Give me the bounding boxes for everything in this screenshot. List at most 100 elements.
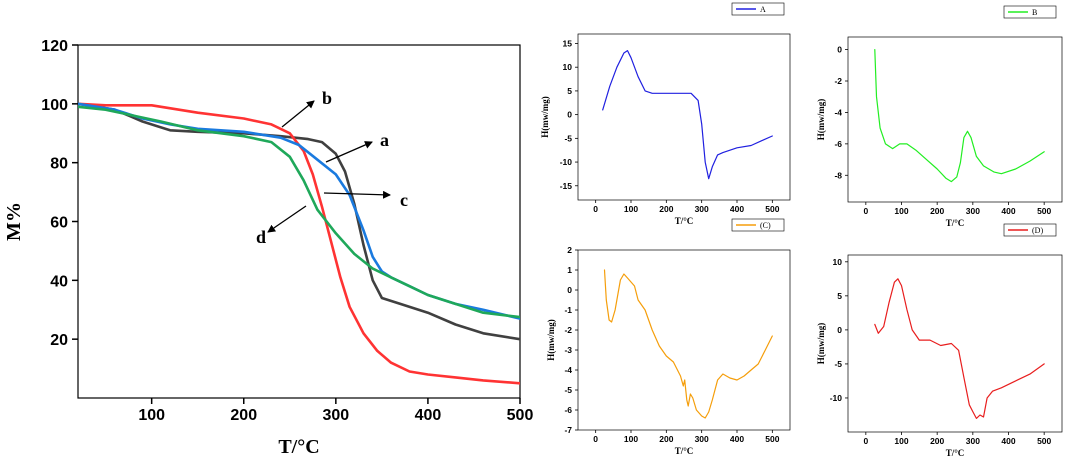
annotation-label: d	[256, 227, 266, 247]
x-tick-label: 500	[507, 407, 534, 424]
x-tick-label: 300	[695, 204, 709, 214]
series-line-a	[78, 102, 520, 341]
y-tick-label: -10	[560, 157, 573, 167]
annotation-label: b	[322, 88, 332, 108]
x-axis-label: T/°C	[675, 446, 694, 456]
x-tick-label: 300	[695, 434, 709, 444]
x-tick-label: 0	[593, 204, 598, 214]
annotation-c: c	[323, 190, 408, 210]
legend-label: A	[760, 5, 766, 14]
x-tick-label: 300	[966, 436, 980, 446]
y-axis-label: H(mw/mg)	[816, 323, 826, 365]
y-tick-label: 40	[50, 273, 68, 290]
legend-label: B	[1032, 8, 1037, 17]
panel-A: 0 100 200 300 400 500 -15 -10 -5 0 5 10 15 T/°C H(mw/m…	[540, 2, 791, 226]
legend-A: A	[731, 2, 785, 16]
y-tick-label: 0	[567, 285, 572, 295]
y-tick-label: 5	[837, 291, 842, 301]
annotation-arrow	[281, 100, 315, 128]
y-tick-label: 2	[567, 245, 572, 255]
y-tick-label: -2	[564, 325, 572, 335]
annotation-arrow	[325, 141, 373, 163]
series-line-(C)	[603, 269, 773, 419]
x-tick-label: 100	[138, 407, 165, 424]
y-tick-label: 10	[563, 62, 573, 72]
plot-frame-D	[847, 254, 1063, 433]
x-tick-label: 500	[1037, 206, 1051, 216]
x-tick-label: 400	[730, 204, 744, 214]
x-tick-label: 500	[765, 204, 779, 214]
legend-box	[731, 218, 785, 232]
plot-frame-C	[577, 249, 791, 431]
y-tick-label: -5	[564, 385, 572, 395]
y-tick-label: 0	[567, 110, 572, 120]
y-tick-label: 15	[563, 38, 573, 48]
y-tick-label: 1	[567, 265, 572, 275]
y-tick-label: 0	[837, 325, 842, 335]
legend-label: (C)	[760, 221, 771, 230]
x-tick-label: 0	[863, 206, 868, 216]
legend-C: (C)	[731, 218, 785, 232]
y-tick-label: 80	[50, 156, 68, 173]
panel-C: 0 100 200 300 400 500 2 1 0 -1 -2 -3 -4 -5 -6 -7 T/°C H(m…	[546, 218, 791, 456]
y-tick-label: 20	[50, 332, 68, 349]
x-axis-label: T/°C	[946, 448, 965, 458]
y-tick-label: -5	[564, 133, 572, 143]
x-axis-label: T/°C	[946, 218, 965, 228]
y-tick-label: -4	[564, 365, 572, 375]
panel-D: 0 100 200 300 400 500 10 5 0 -5 -10 T/°C H(mw/mg) (D)	[816, 223, 1063, 458]
plot-frame-B	[847, 36, 1063, 203]
x-tick-label: 100	[894, 206, 908, 216]
x-axis-label: T/°C	[675, 216, 694, 226]
y-tick-label: -1	[564, 305, 572, 315]
x-tick-label: 100	[894, 436, 908, 446]
x-tick-label: 0	[593, 434, 598, 444]
y-tick-label: 60	[50, 215, 68, 232]
plot-frame-A	[577, 33, 791, 201]
y-tick-label: -6	[564, 405, 572, 415]
y-tick-label: 5	[567, 86, 572, 96]
annotation-label: a	[380, 130, 389, 150]
y-axis-label: M%	[3, 202, 25, 241]
series-line-b	[78, 102, 520, 385]
x-tick-label: 100	[624, 204, 638, 214]
x-axis-label: T/°C	[278, 436, 319, 458]
x-tick-label: 0	[863, 436, 868, 446]
x-tick-label: 300	[322, 407, 349, 424]
y-tick-label: -3	[564, 345, 572, 355]
y-tick-label: -8	[834, 170, 842, 180]
legend-box	[1003, 5, 1057, 19]
y-tick-label: -6	[834, 139, 842, 149]
y-tick-label: 120	[41, 38, 68, 55]
annotation-arrow	[323, 190, 391, 199]
x-tick-label: 400	[1001, 206, 1015, 216]
x-tick-label: 300	[966, 206, 980, 216]
panel-main: 100 200 300 400 500 20 40 60 80 100 120 T/°C M%	[3, 38, 533, 458]
panel-B: 0 100 200 300 400 500 0 -2 -4 -6 -8 T/°C H(mw/mg) B	[816, 5, 1063, 228]
annotation-b: b	[281, 88, 332, 128]
x-tick-label: 200	[659, 204, 673, 214]
x-tick-label: 200	[930, 436, 944, 446]
plot-frame-main	[77, 44, 521, 399]
series-line-(D)	[874, 278, 1045, 419]
annotation-arrow	[267, 205, 307, 233]
y-tick-label: -4	[834, 107, 842, 117]
x-tick-label: 200	[230, 407, 257, 424]
legend-box	[1003, 223, 1057, 237]
series-line-B	[874, 49, 1045, 183]
y-tick-label: -2	[834, 76, 842, 86]
y-axis-label: H(mw/mg)	[546, 319, 556, 361]
x-tick-label: 200	[930, 206, 944, 216]
y-tick-label: 100	[41, 97, 68, 114]
y-tick-label: -5	[834, 359, 842, 369]
legend-B: B	[1003, 5, 1057, 19]
y-tick-label: 10	[833, 257, 843, 267]
y-tick-label: -10	[830, 393, 843, 403]
x-tick-label: 200	[659, 434, 673, 444]
y-tick-label: -15	[560, 181, 573, 191]
x-tick-label: 100	[624, 434, 638, 444]
y-tick-label: 0	[837, 45, 842, 55]
annotation-a: a	[325, 130, 389, 163]
series-line-d	[78, 105, 520, 319]
